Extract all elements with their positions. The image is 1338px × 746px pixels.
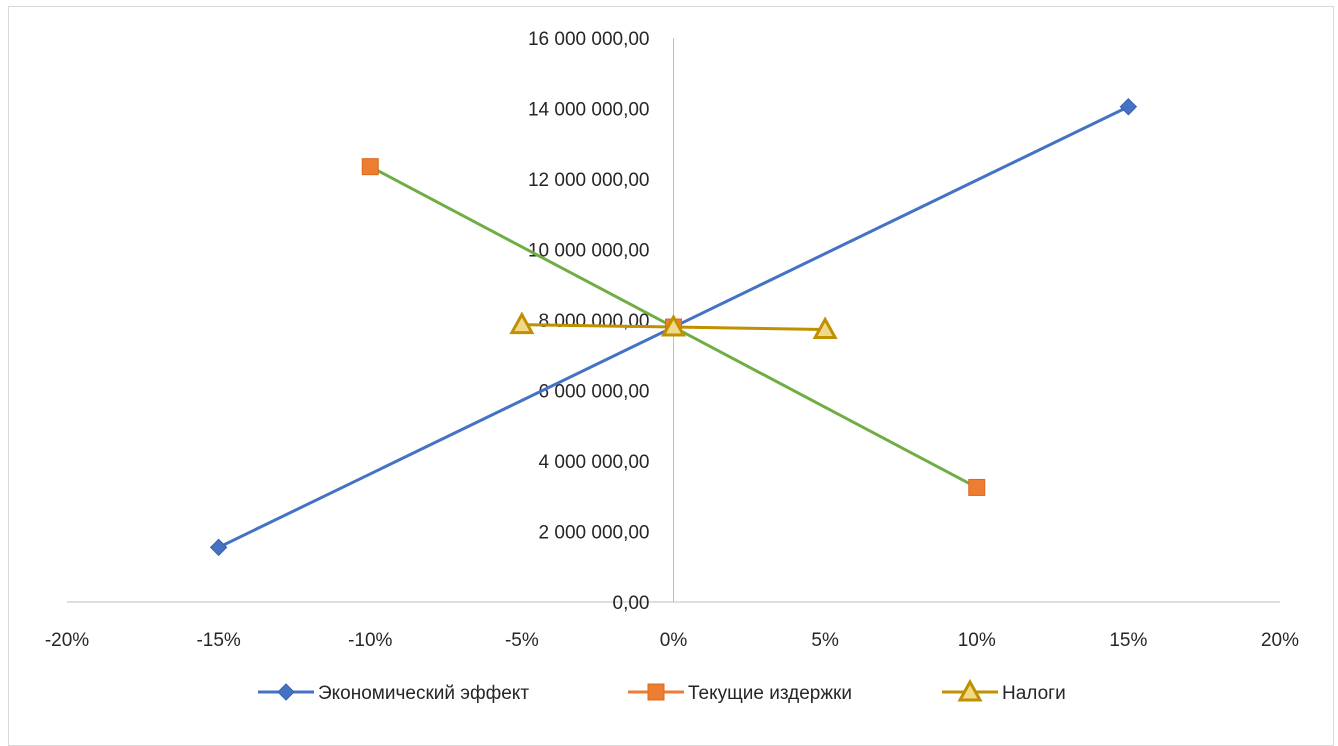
x-tick-label: 5%: [811, 630, 839, 651]
y-tick-label: 2 000 000,00: [539, 523, 650, 544]
chart-frame: [8, 6, 1334, 746]
legend-marker: [647, 683, 665, 701]
legend-marker: [277, 683, 295, 701]
diamond-marker: [209, 538, 228, 557]
x-tick-labels: -20% -15% -10% -5% 0% 5% 10% 15% 20%: [45, 630, 1299, 651]
y-tick-label: 12 000 000,00: [528, 170, 650, 191]
legend-label: Текущие издержки: [688, 683, 852, 704]
diamond-marker: [1119, 98, 1138, 116]
legend-label: Экономический эффект: [318, 683, 529, 704]
x-tick-label: -20%: [45, 630, 89, 651]
square-marker: [361, 158, 379, 176]
y-tick-label: 8 000 000,00: [539, 311, 650, 332]
y-tick-label: 4 000 000,00: [539, 452, 650, 473]
y-tick-label: 6 000 000,00: [539, 382, 650, 403]
y-tick-labels: 0,00 2 000 000,00 4 000 000,00 6 000 000,00…: [528, 29, 650, 614]
square-marker: [968, 478, 986, 496]
y-tick-label: 14 000 000,00: [528, 100, 650, 121]
x-tick-label: -5%: [505, 630, 539, 651]
chart: 0,00 2 000 000,00 4 000 000,00 6 000 000,00…: [45, 29, 1299, 704]
y-tick-label: 10 000 000,00: [528, 241, 650, 262]
x-tick-label: -15%: [196, 630, 240, 651]
y-tick-label: 16 000 000,00: [528, 29, 650, 50]
legend-label: Налоги: [1002, 683, 1066, 704]
series-markers: [209, 98, 1138, 557]
x-tick-label: 10%: [958, 630, 996, 651]
x-tick-label: 20%: [1261, 630, 1299, 651]
legend: Экономический эффект Текущие издержки Нало…: [258, 678, 1066, 704]
triangle-marker: [660, 313, 687, 337]
y-tick-label: 0,00: [613, 593, 650, 614]
triangle-marker: [509, 311, 535, 335]
x-tick-label: -10%: [348, 630, 392, 651]
triangle-marker: [812, 316, 838, 340]
x-tick-label: 0%: [660, 630, 688, 651]
legend-marker: [957, 678, 983, 702]
x-tick-label: 15%: [1109, 630, 1147, 651]
